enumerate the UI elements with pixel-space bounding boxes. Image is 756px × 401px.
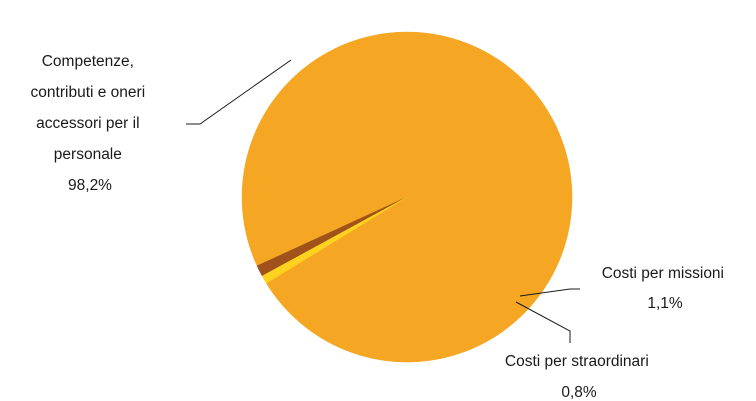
slice-label-missioni-line-1: Costi per missioni <box>602 265 724 282</box>
pie-slice-straordinari <box>261 196 408 284</box>
slice-value-missioni: 1,1% <box>647 295 683 312</box>
leader-line-personale <box>186 59 292 125</box>
leader-line-straordinari <box>515 301 571 343</box>
slice-value-straordinari: 0,8% <box>561 384 597 401</box>
label-group-straordinari: Costi per straordinari 0,8% <box>505 301 653 401</box>
slice-label-straordinari: Costi per straordinari 0,8% <box>505 353 653 401</box>
pie-slices <box>241 31 573 363</box>
slice-label-straordinari-line-1: Costi per straordinari <box>505 353 649 370</box>
label-group-missioni: Costi per missioni 1,1% <box>519 265 729 312</box>
slice-label-personale-line-2: contributi e oneri <box>31 84 146 101</box>
slice-label-personale: Competenze, contributi e oneri accessori… <box>31 53 150 194</box>
slice-label-personale-line-3: accessori per il <box>36 115 139 132</box>
slice-label-personale-line-1: Competenze, <box>42 53 134 70</box>
slice-value-personale: 98,2% <box>68 177 112 194</box>
label-group-personale: Competenze, contributi e oneri accessori… <box>31 53 292 194</box>
slice-label-missioni: Costi per missioni 1,1% <box>602 265 729 312</box>
leader-line-missioni <box>519 288 580 297</box>
slice-label-personale-line-4: personale <box>54 146 122 163</box>
